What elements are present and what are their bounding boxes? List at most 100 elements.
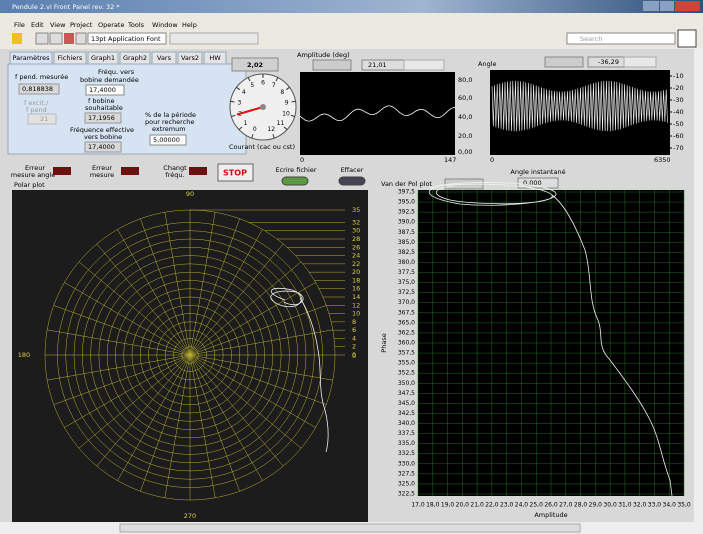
menu-item[interactable]: View (50, 21, 66, 29)
ring-label: 14 (352, 293, 360, 301)
y-tick-label: -30 (673, 96, 684, 104)
label: f pend. mesurée (15, 73, 68, 81)
gauge-tick (236, 86, 241, 91)
scroll-thumb[interactable] (119, 523, 581, 533)
tab-panel (7, 63, 247, 155)
title-bar (0, 0, 703, 13)
ring-label: 8 (352, 318, 356, 326)
y-tick-label: 40,0 (458, 113, 472, 121)
menu-item[interactable]: Project (70, 21, 93, 29)
pause[interactable] (75, 32, 87, 45)
close[interactable] (675, 1, 700, 11)
y-tick-label: -50 (673, 120, 684, 128)
control[interactable] (27, 113, 57, 125)
tab[interactable] (9, 51, 53, 65)
tab[interactable] (151, 51, 177, 65)
stop-button[interactable] (217, 163, 254, 182)
ring (57, 222, 323, 488)
minimize[interactable] (643, 1, 659, 11)
run-button[interactable] (35, 32, 49, 45)
gauge-scale: 10 (282, 110, 290, 117)
ring (140, 305, 240, 405)
scrollbar[interactable] (623, 56, 657, 68)
toggle[interactable] (338, 176, 366, 186)
tab[interactable] (203, 51, 227, 65)
y-tick-label: 342,5 (398, 410, 415, 417)
control[interactable] (85, 84, 125, 96)
gauge-needle (236, 106, 264, 116)
label: bobine demandée (80, 76, 139, 84)
control[interactable] (149, 134, 187, 146)
angle-label: 0 (352, 352, 356, 360)
gauge-scale: 6 (261, 80, 265, 87)
polar-trace (270, 287, 329, 453)
spoke (164, 354, 191, 498)
x-tick-label: 20,0 (456, 502, 470, 509)
tab[interactable] (177, 51, 203, 65)
spoke (96, 243, 191, 356)
value: -36,29 (598, 58, 619, 66)
plot-area (300, 72, 455, 155)
menu-item[interactable]: Help (182, 21, 197, 29)
menu-item[interactable]: Edit (31, 21, 44, 29)
search-box[interactable] (566, 32, 676, 45)
value: 5,00000 (153, 136, 180, 144)
graph-palette[interactable] (544, 56, 584, 68)
toggle[interactable] (281, 176, 309, 186)
search-placeholder: Search (580, 35, 602, 43)
ring-label: 6 (352, 326, 356, 334)
spoke (189, 354, 284, 467)
y-tick-label: 327,5 (398, 470, 415, 477)
x-tick-label: 35,0 (677, 502, 691, 509)
scrollbar[interactable] (403, 59, 445, 71)
indicator (84, 141, 122, 153)
warning-button[interactable] (12, 33, 22, 44)
y-tick-label: 335,0 (398, 440, 415, 447)
v-scrollbar[interactable] (694, 48, 703, 522)
menu-item[interactable]: Window (152, 21, 178, 29)
label: mesure angle (11, 171, 55, 179)
tab-label: Graph2 (123, 54, 147, 62)
y-tick-label: 345,0 (398, 400, 415, 407)
ring (173, 338, 207, 372)
spoke (189, 229, 263, 356)
spoke (140, 218, 191, 356)
tab[interactable] (87, 51, 119, 65)
tab[interactable] (53, 51, 87, 65)
y-tick-label: -60 (673, 132, 684, 140)
spoke (189, 354, 316, 428)
graph-palette[interactable] (312, 59, 352, 71)
stop-label: STOP (223, 169, 247, 178)
waveform (491, 80, 668, 132)
value: 17,4000 (88, 143, 115, 151)
label: Erreur (92, 164, 112, 172)
tab-label: Graph1 (91, 54, 115, 62)
abort[interactable] (64, 33, 74, 44)
y-tick-label: 372,5 (398, 289, 415, 296)
y-tick-label: 382,5 (398, 249, 415, 256)
menu-item[interactable]: Tools (127, 21, 145, 29)
gauge-value: 2,02 (247, 61, 263, 69)
y-axis-label: Phase (380, 333, 388, 352)
ring-label: 22 (352, 260, 360, 268)
label: Angle instantané (510, 168, 565, 176)
align-tools[interactable] (169, 32, 259, 45)
spoke (189, 243, 284, 356)
menu-item[interactable]: File (14, 21, 25, 29)
font-select[interactable] (87, 32, 167, 45)
spoke (189, 329, 333, 356)
spoke (117, 354, 191, 481)
ring (73, 238, 307, 472)
y-tick-label: 347,5 (398, 390, 415, 397)
run-continuous[interactable] (49, 32, 63, 45)
maximize[interactable] (660, 1, 674, 11)
label: f pend (26, 106, 47, 114)
menu-item[interactable]: Operate (98, 21, 124, 29)
indicator (18, 83, 60, 95)
spoke (64, 354, 191, 428)
y-tick-label: 380,0 (398, 259, 415, 266)
value: 21 (40, 115, 48, 123)
spoke (78, 261, 191, 356)
gauge-scale: 8 (280, 89, 284, 96)
tab[interactable] (119, 51, 151, 65)
